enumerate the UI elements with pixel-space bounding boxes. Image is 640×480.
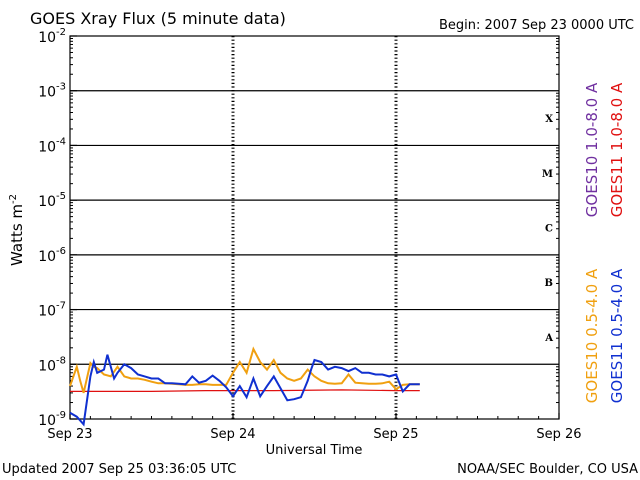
y-tick-label-exp: -5 <box>56 191 66 202</box>
flare-class-label: M <box>542 169 553 180</box>
x-tick-label: Sep 26 <box>536 427 581 442</box>
gridlines <box>70 36 559 419</box>
x-tick-label: Sep 25 <box>373 427 418 442</box>
flare-class-label: A <box>544 333 553 344</box>
legend: GOES10 1.0-8.0 A GOES11 1.0-8.0 A GOES10 0… <box>583 82 626 403</box>
y-tick-label-exp: -9 <box>56 410 66 421</box>
x-tick-label: Sep 24 <box>210 427 255 442</box>
y-tick-label-exp: -3 <box>56 82 66 93</box>
y-tick-label-base: 10 <box>38 413 56 429</box>
series-line <box>69 354 420 427</box>
y-axis-label-text: Watts m <box>8 204 26 266</box>
y-tick-label-base: 10 <box>38 85 56 101</box>
y-tick-label-base: 10 <box>38 139 56 155</box>
y-tick-label-exp: -2 <box>56 27 66 38</box>
y-axis-label-sup: -2 <box>8 194 19 204</box>
legend-entry: GOES10 1.0-8.0 A <box>583 82 601 217</box>
y-tick-label: 10-2 <box>38 27 66 46</box>
legend-entry: GOES11 1.0-8.0 A <box>608 82 626 217</box>
legend-entry: GOES10 0.5-4.0 A <box>583 268 601 403</box>
y-tick-label: 10-9 <box>38 410 66 429</box>
x-axis-ticks: Sep 23 Sep 24 Sep 25 Sep 26 <box>47 413 582 442</box>
updated-time: Updated 2007 Sep 25 03:36:05 UTC <box>2 462 236 477</box>
y-tick-label: 10-6 <box>38 246 66 265</box>
begin-time: Begin: 2007 Sep 23 0000 UTC <box>439 18 634 33</box>
y-tick-label-base: 10 <box>38 358 56 374</box>
y-tick-label: 10-7 <box>38 301 66 320</box>
chart-title: GOES Xray Flux (5 minute data) <box>30 9 286 28</box>
y-tick-label-exp: -4 <box>56 136 66 147</box>
series-line <box>70 389 420 392</box>
series-line <box>69 346 420 394</box>
flare-class-label: X <box>545 114 553 125</box>
y-tick-label-exp: -7 <box>56 301 66 312</box>
y-tick-label-exp: -8 <box>56 355 66 366</box>
credit: NOAA/SEC Boulder, CO USA <box>457 462 638 477</box>
data-series <box>69 346 420 427</box>
y-tick-label-base: 10 <box>38 249 56 265</box>
y-axis-label: Watts m-2 <box>8 194 26 266</box>
y-tick-label-base: 10 <box>38 304 56 320</box>
y-tick-label: 10-3 <box>38 82 66 101</box>
flare-class-label: C <box>545 224 553 235</box>
y-tick-label-exp: -6 <box>56 246 66 257</box>
y-tick-label: 10-4 <box>38 136 66 155</box>
x-tick-label: Sep 23 <box>47 427 92 442</box>
y-tick-label-base: 10 <box>38 194 56 210</box>
y-tick-label: 10-5 <box>38 191 66 210</box>
legend-entry: GOES11 0.5-4.0 A <box>608 268 626 403</box>
flare-class-labels: A B C M X <box>542 114 553 344</box>
flare-class-label: B <box>545 278 553 289</box>
x-axis-label: Universal Time <box>266 443 363 458</box>
y-axis-ticks: 10-910-810-710-610-510-410-310-2 <box>38 27 559 429</box>
y-tick-label: 10-8 <box>38 355 66 374</box>
y-tick-label-base: 10 <box>38 30 56 46</box>
